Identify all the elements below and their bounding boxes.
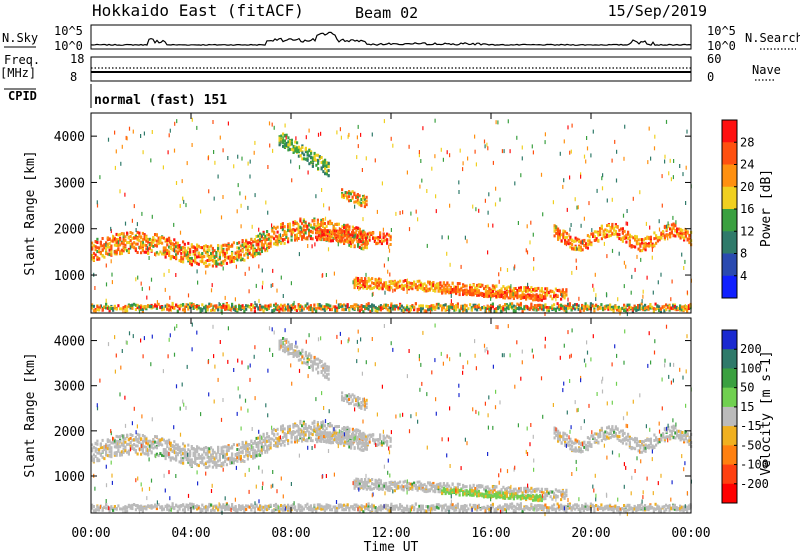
colorbar-segment — [722, 164, 737, 188]
velocity-colorbar-label: Velocity [m s-1] — [759, 350, 774, 475]
nsearch-label: N.Search — [745, 31, 800, 45]
power-colorbar-label: Power [dB] — [759, 169, 774, 247]
velocity-panel: 1000 2000 3000 4000 Slant Range [km] 200 100… — [23, 317, 774, 517]
x-tick-label: 00:00 — [671, 526, 710, 541]
nave-tick-bottom: 0 — [707, 70, 714, 84]
freq-strip: Freq. [MHz] 18 8 60 0 Nave — [0, 52, 781, 84]
nsky-series-line — [90, 31, 692, 46]
colorbar-tick-label: 28 — [740, 135, 754, 149]
colorbar-segment — [722, 231, 737, 254]
y-tick-label: 1000 — [54, 470, 85, 485]
colorbar-segment — [722, 368, 737, 389]
colorbar-segment — [722, 349, 737, 369]
x-tick-label: 00:00 — [71, 526, 110, 541]
velocity-y-axis-label: Slant Range [km] — [23, 352, 38, 477]
velocity-colorbar: 200 100 50 15 -15 -50 -100 -200 — [721, 329, 769, 504]
colorbar-tick-label: -15 — [740, 419, 762, 433]
freq-label: Freq. — [4, 53, 40, 67]
power-heatmap-cells — [91, 117, 693, 317]
x-tick-label: 08:00 — [271, 526, 310, 541]
velocity-y-ticks: 1000 2000 3000 4000 — [54, 335, 691, 485]
colorbar-tick-label: 20 — [740, 180, 754, 194]
nsky-strip: N.Sky 10^5 10^0 10^5 10^0 N.Search — [2, 24, 800, 53]
colorbar-tick-label: -50 — [740, 438, 762, 452]
nsearch-tick-top: 10^5 — [707, 24, 736, 38]
x-tick-label: 16:00 — [471, 526, 510, 541]
y-tick-label: 3000 — [54, 176, 85, 191]
colorbar-tick-label: 24 — [740, 158, 754, 172]
colorbar-tick-label: 8 — [740, 247, 747, 261]
colorbar-tick-label: 200 — [740, 342, 762, 356]
colorbar-tick-label: 15 — [740, 400, 754, 414]
colorbar-segment — [722, 387, 737, 408]
nave-label: Nave — [752, 63, 781, 77]
cpid-value: normal (fast) 151 — [94, 93, 227, 108]
colorbar-tick-label: 50 — [740, 381, 754, 395]
x-tick-label: 20:00 — [571, 526, 610, 541]
y-tick-label: 4000 — [54, 130, 85, 145]
y-tick-label: 4000 — [54, 335, 85, 350]
colorbar-segment — [722, 464, 737, 485]
nsky-tick-bottom: 10^0 — [54, 39, 83, 53]
colorbar-segment — [722, 142, 737, 165]
power-y-axis-label: Slant Range [km] — [23, 150, 38, 275]
nsky-label: N.Sky — [2, 31, 38, 45]
freq-tick-top: 18 — [70, 52, 84, 66]
colorbar-tick-label: 16 — [740, 202, 754, 216]
time-axis: 00:00 04:00 08:00 12:00 16:00 20:00 00:00 — [71, 113, 711, 541]
nave-tick-top: 60 — [707, 52, 721, 66]
colorbar-segment — [722, 483, 737, 504]
freq-tick-bottom: 8 — [70, 70, 77, 84]
y-tick-label: 1000 — [54, 269, 85, 284]
nsearch-tick-bottom: 10^0 — [707, 39, 736, 53]
colorbar-segment — [722, 406, 737, 427]
date-label: 15/Sep/2019 — [608, 2, 707, 20]
x-axis-label: Time UT — [364, 540, 419, 554]
colorbar-segment — [722, 253, 737, 277]
colorbar-tick-label: -100 — [740, 458, 769, 472]
y-tick-label: 2000 — [54, 425, 85, 440]
colorbar-segment — [722, 330, 737, 350]
colorbar-tick-label: 100 — [740, 361, 762, 375]
figure-title: Hokkaido East (fitACF) — [92, 1, 304, 20]
power-colorbar: 4 8 12 16 20 24 28 — [721, 119, 754, 299]
colorbar-segment — [722, 186, 737, 210]
colorbar-segment — [722, 445, 737, 466]
colorbar-segment — [722, 120, 737, 143]
colorbar-tick-label: 12 — [740, 224, 754, 238]
colorbar-segment — [722, 426, 737, 446]
x-tick-label: 04:00 — [171, 526, 210, 541]
y-tick-label: 2000 — [54, 223, 85, 238]
cpid-label: CPID — [8, 89, 37, 103]
colorbar-segment — [722, 209, 737, 232]
freq-unit: [MHz] — [0, 66, 36, 80]
cpid-strip: CPID normal (fast) 151 — [4, 84, 227, 108]
colorbar-tick-label: -200 — [740, 477, 769, 491]
beam-label: Beam 02 — [355, 4, 418, 22]
colorbar-segment — [722, 275, 737, 299]
x-tick-label: 12:00 — [371, 526, 410, 541]
velocity-heatmap-cells — [91, 322, 693, 517]
colorbar-tick-label: 4 — [740, 269, 747, 283]
power-y-ticks: 1000 2000 3000 4000 — [54, 130, 691, 284]
y-tick-label: 3000 — [54, 380, 85, 395]
power-panel: 1000 2000 3000 4000 Slant Range [km] 4 8 12 16… — [23, 112, 774, 317]
nsky-tick-top: 10^5 — [54, 24, 83, 38]
